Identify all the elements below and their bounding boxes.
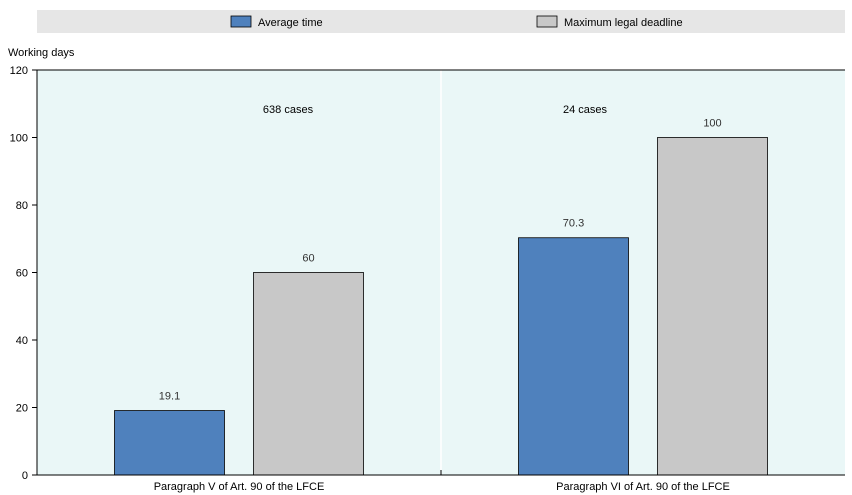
data-label-average-time-1: 19.1 (159, 391, 180, 403)
x-axis: Paragraph V of Art. 90 of the LFCE Paragr… (37, 470, 845, 493)
data-label-maximum-legal-deadline-1: 60 (302, 253, 314, 265)
y-tick-label-0: 0 (22, 470, 28, 482)
y-tick-label-60: 60 (16, 268, 28, 280)
annotation-1: 638 cases (263, 104, 314, 116)
annotations: 638 cases 24 cases (263, 104, 608, 116)
y-tick-label-80: 80 (16, 200, 28, 212)
legend: Average time Maximum legal deadline (230, 15, 683, 29)
data-label-maximum-legal-deadline-2: 100 (703, 118, 721, 130)
legend-background (37, 10, 845, 33)
legend-swatch-average-time (230, 15, 252, 28)
y-tick-label-20: 20 (16, 403, 28, 415)
y-tick-label-40: 40 (16, 335, 28, 347)
bars: 19.1 60 70.3 100 (114, 118, 768, 476)
y-tick-label-120: 120 (10, 65, 28, 77)
x-tick-label-1: Paragraph V of Art. 90 of the LFCE (154, 481, 325, 493)
y-tick-label-100: 100 (10, 133, 28, 145)
annotation-2: 24 cases (563, 104, 608, 116)
bar-average-time-2 (518, 237, 629, 476)
y-axis: 0 20 40 60 80 100 120 (10, 65, 845, 482)
data-label-average-time-2: 70.3 (563, 218, 584, 230)
legend-label-maximum-legal-deadline: Maximum legal deadline (564, 17, 683, 29)
bar-maximum-legal-deadline-2 (657, 137, 768, 476)
legend-swatch-maximum-legal-deadline (536, 15, 558, 28)
y-axis-label: Working days (8, 47, 75, 59)
bar-average-time-1 (114, 410, 225, 476)
x-tick-label-2: Paragraph VI of Art. 90 of the LFCE (556, 481, 730, 493)
bar-maximum-legal-deadline-1 (253, 272, 364, 476)
legend-label-average-time: Average time (258, 17, 323, 29)
